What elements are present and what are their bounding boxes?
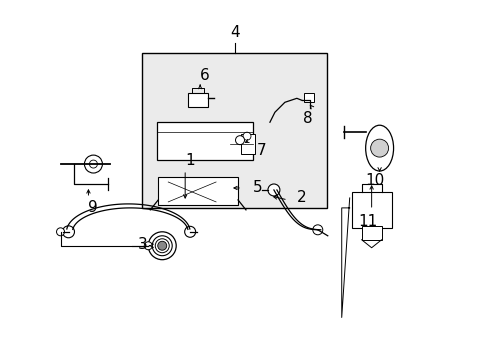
- Circle shape: [62, 226, 74, 238]
- Text: 11: 11: [357, 214, 377, 229]
- Circle shape: [184, 226, 195, 237]
- Text: 4: 4: [230, 25, 239, 40]
- Circle shape: [312, 225, 322, 235]
- Text: 2: 2: [296, 190, 306, 206]
- Ellipse shape: [365, 125, 393, 171]
- Bar: [142, 54, 326, 208]
- Circle shape: [267, 184, 279, 196]
- Circle shape: [235, 136, 244, 145]
- Text: 3: 3: [137, 237, 147, 252]
- Text: 5: 5: [253, 180, 262, 195]
- Text: 6: 6: [200, 68, 209, 83]
- Bar: [157, 122, 252, 160]
- Circle shape: [370, 139, 388, 157]
- Bar: [241, 134, 254, 154]
- Circle shape: [57, 228, 64, 236]
- Text: 10: 10: [364, 172, 384, 188]
- Bar: [188, 93, 208, 107]
- Circle shape: [158, 241, 166, 250]
- Text: 7: 7: [257, 143, 266, 158]
- Bar: [361, 226, 381, 240]
- Circle shape: [144, 242, 152, 250]
- Bar: [351, 192, 391, 228]
- Text: 8: 8: [303, 111, 312, 126]
- Bar: [158, 177, 238, 205]
- Circle shape: [243, 132, 250, 140]
- Text: 9: 9: [87, 201, 97, 215]
- Circle shape: [84, 155, 102, 173]
- Circle shape: [89, 160, 97, 168]
- Bar: [303, 93, 313, 102]
- Text: 1: 1: [185, 153, 195, 167]
